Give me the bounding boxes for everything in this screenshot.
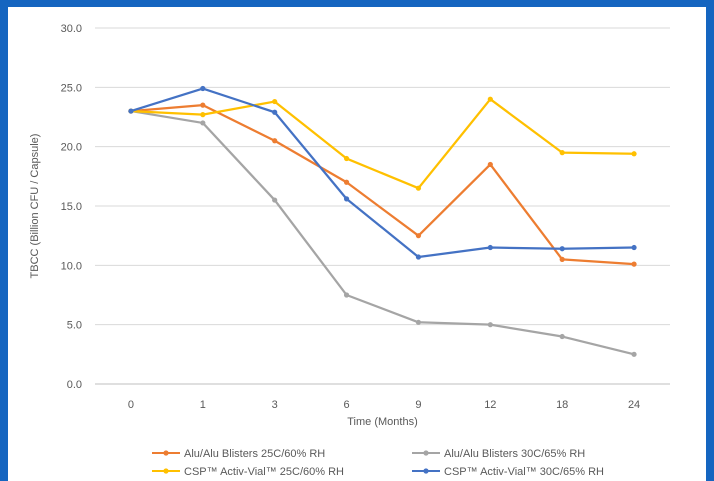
data-point [415, 319, 422, 325]
series-line [130, 109, 635, 356]
data-point [415, 233, 422, 239]
legend-swatch-marker [163, 468, 169, 474]
series-line [130, 98, 635, 190]
series-2 [128, 108, 637, 357]
y-tick-label: 15.0 [61, 201, 82, 213]
series-1 [128, 102, 637, 267]
legend-label: Alu/Alu Blisters 25C/60% RH [184, 448, 325, 460]
legend-swatch-marker [163, 450, 169, 456]
y-axis-title: TBCC (Billion CFU / Capsule) [29, 134, 41, 279]
data-point [343, 179, 350, 185]
data-point [200, 120, 206, 126]
legend: Alu/Alu Blisters 25C/60% RH Alu/Alu Blist… [152, 448, 604, 478]
data-point [343, 155, 350, 162]
data-point [415, 185, 422, 191]
data-point [559, 256, 565, 262]
data-point [200, 102, 206, 108]
data-point [487, 96, 493, 102]
legend-item: CSP™ Activ-Vial™ 30C/65% RH [412, 466, 604, 478]
data-point [631, 351, 637, 357]
series-3 [128, 96, 637, 191]
data-point [272, 138, 278, 144]
legend-item: Alu/Alu Blisters 30C/65% RH [412, 448, 585, 460]
x-tick-label: 6 [344, 399, 350, 411]
data-point [272, 109, 278, 115]
y-tick-label: 30.0 [61, 23, 82, 35]
legend-swatch-marker [423, 468, 429, 474]
data-point [559, 246, 565, 252]
x-tick-label: 3 [272, 399, 278, 411]
y-tick-label: 10.0 [61, 260, 82, 272]
x-tick-label: 12 [484, 399, 496, 411]
series-4 [128, 85, 637, 260]
data-point [487, 244, 493, 251]
data-point [631, 261, 637, 267]
data-point [128, 108, 134, 114]
x-tick-labels: 0 1 3 6 9 12 18 24 [128, 399, 640, 411]
x-tick-label: 9 [415, 399, 421, 411]
data-point [200, 112, 206, 118]
x-axis-title: Time (Months) [347, 416, 418, 428]
data-point [631, 151, 637, 157]
data-point [559, 150, 565, 156]
data-point [415, 254, 422, 260]
x-tick-label: 1 [200, 399, 206, 411]
y-tick-label: 20.0 [61, 142, 82, 154]
y-tick-label: 5.0 [67, 320, 82, 332]
legend-label: CSP™ Activ-Vial™ 30C/65% RH [444, 466, 604, 478]
data-point [200, 85, 206, 92]
data-point [487, 322, 493, 328]
series-line [130, 104, 635, 266]
data-point [272, 197, 278, 203]
series-line [130, 87, 635, 259]
legend-item: CSP™ Activ-Vial™ 25C/60% RH [152, 466, 344, 478]
y-tick-label: 0.0 [67, 379, 82, 391]
x-tick-label: 24 [628, 399, 640, 411]
legend-label: CSP™ Activ-Vial™ 25C/60% RH [184, 466, 344, 478]
gridlines [95, 27, 670, 385]
data-point [272, 98, 278, 105]
series-layer [128, 85, 637, 357]
data-point [343, 196, 350, 202]
y-tick-labels: 0.0 5.0 10.0 15.0 20.0 25.0 30.0 [61, 23, 82, 391]
legend-swatch-marker [423, 450, 429, 456]
data-point [631, 244, 637, 251]
legend-item: Alu/Alu Blisters 25C/60% RH [152, 448, 325, 460]
data-point [559, 333, 565, 340]
data-point [343, 292, 350, 298]
x-tick-label: 18 [556, 399, 568, 411]
y-tick-label: 25.0 [61, 82, 82, 94]
data-point [487, 161, 493, 168]
legend-label: Alu/Alu Blisters 30C/65% RH [444, 448, 585, 460]
x-tick-label: 0 [128, 399, 134, 411]
